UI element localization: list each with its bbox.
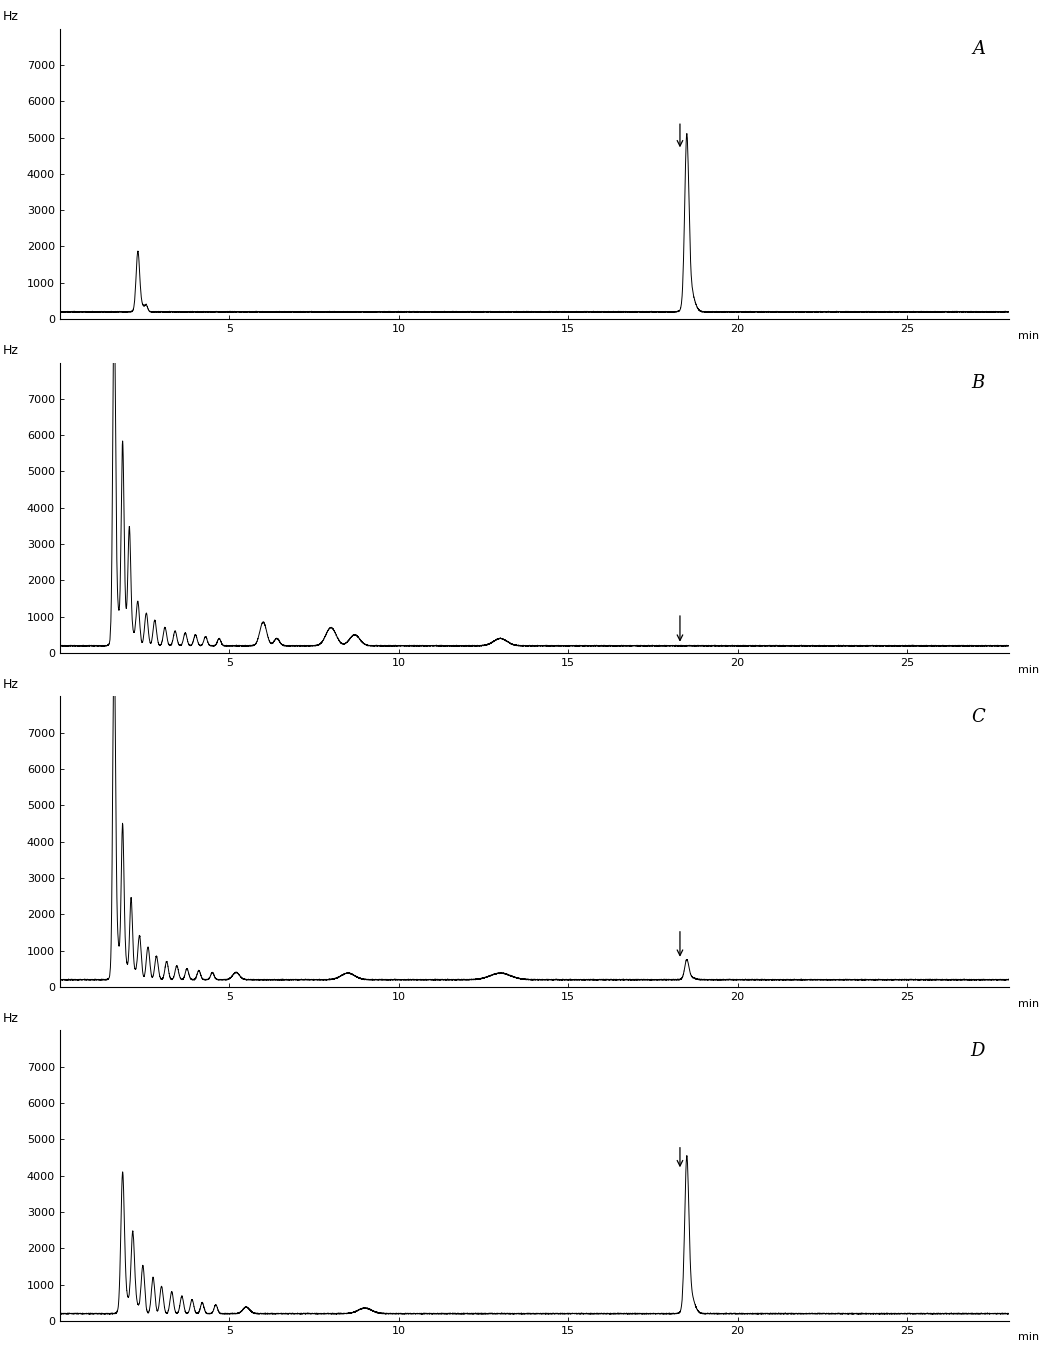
Text: A: A [972,41,985,58]
Text: Hz: Hz [3,343,19,357]
Text: Hz: Hz [3,1012,19,1024]
Text: min: min [1019,1332,1040,1343]
Text: Hz: Hz [3,9,19,23]
Text: min: min [1019,331,1040,340]
Text: Hz: Hz [3,678,19,690]
Text: min: min [1019,998,1040,1009]
Text: min: min [1019,665,1040,674]
Text: D: D [970,1042,985,1061]
Text: B: B [971,374,985,392]
Text: C: C [971,708,985,725]
